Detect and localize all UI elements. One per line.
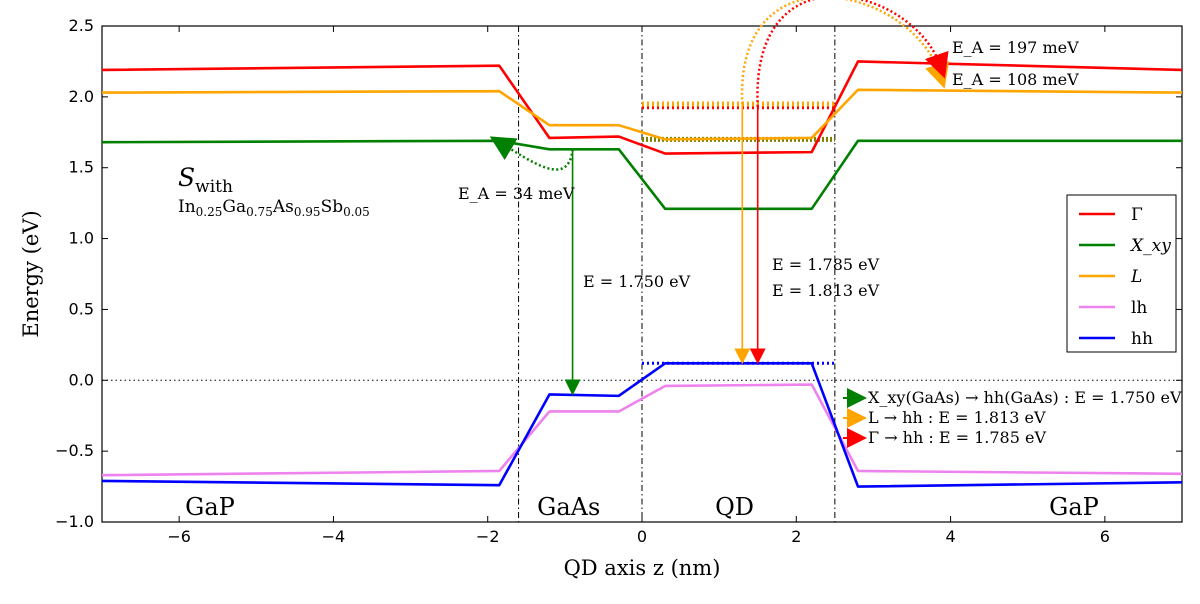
series-line-2 — [101, 88, 1183, 141]
activation-energy-label: E_A = 197 meV — [952, 38, 1079, 57]
composition-element: In — [178, 197, 196, 217]
y-tick-label: 2.0 — [69, 87, 94, 106]
activation-path — [489, 136, 574, 171]
region-label: GaAs — [537, 493, 600, 521]
y-axis-label: Energy (eV) — [19, 210, 43, 337]
y-tick-label: 0.0 — [69, 370, 94, 389]
legend-label: Γ — [1131, 205, 1143, 225]
transition-energy-label: E = 1.813 eV — [772, 281, 880, 300]
composition-subscript: 0.05 — [343, 205, 370, 219]
legend-label: X_xy — [1129, 236, 1171, 256]
composition-subscript: 0.95 — [294, 205, 321, 219]
transition-legend-label: Γ → hh : E = 1.785 eV — [868, 428, 1046, 447]
composition-element: Sb — [321, 197, 344, 217]
transition-energy-label: E = 1.785 eV — [772, 255, 880, 274]
region-label: QD — [715, 493, 754, 521]
legend-label: hh — [1131, 329, 1153, 349]
y-tick-label: −0.5 — [55, 441, 94, 460]
activation-energy-label: E_A = 108 meV — [952, 70, 1079, 89]
x-tick-label: 0 — [637, 527, 647, 546]
y-tick-label: 1.0 — [69, 229, 94, 248]
y-tick-label: 0.5 — [69, 299, 94, 318]
composition-element: As — [272, 197, 294, 217]
legend-label: L — [1130, 267, 1142, 287]
sample-label: Swith — [178, 163, 233, 197]
region-label: GaP — [1049, 493, 1099, 521]
sample-main: S — [178, 163, 195, 192]
composition-label: In0.25Ga0.75As0.95Sb0.05 — [178, 197, 370, 219]
series-line-0 — [101, 60, 1183, 155]
composition-element: Ga — [222, 197, 246, 217]
composition-subscript: 0.75 — [246, 205, 273, 219]
composition-subscript: 0.25 — [196, 205, 223, 219]
series-line-4 — [101, 361, 1183, 488]
x-tick-label: −4 — [322, 527, 346, 546]
x-axis-label: QD axis z (nm) — [564, 556, 721, 580]
activation-energy-label: E_A = 34 meV — [458, 184, 575, 203]
y-tick-label: −1.0 — [55, 512, 94, 531]
legend-label: lh — [1131, 298, 1147, 318]
x-tick-label: 2 — [791, 527, 801, 546]
x-tick-label: −6 — [167, 527, 191, 546]
series-line-3 — [101, 383, 1183, 477]
x-tick-label: −2 — [476, 527, 500, 546]
region-label: GaP — [185, 493, 235, 521]
transition-legend-label: L → hh : E = 1.813 eV — [868, 408, 1046, 427]
x-tick-label: 6 — [1100, 527, 1110, 546]
sample-sub: with — [195, 177, 233, 197]
y-tick-label: 2.5 — [69, 16, 94, 35]
transition-energy-label: E = 1.750 eV — [583, 272, 691, 291]
activation-path — [741, 0, 950, 105]
y-tick-label: 1.5 — [69, 158, 94, 177]
activation-path — [756, 0, 949, 107]
transition-legend-label: X_xy(GaAs) → hh(GaAs) : E = 1.750 eV — [868, 388, 1182, 407]
x-tick-label: 4 — [945, 527, 955, 546]
legend-box — [1066, 194, 1177, 353]
